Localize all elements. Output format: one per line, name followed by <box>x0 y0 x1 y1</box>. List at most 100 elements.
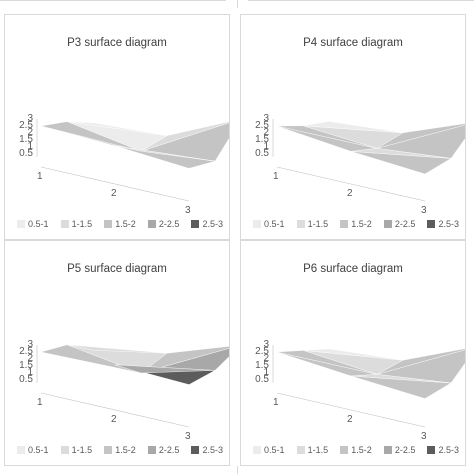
legend-swatch <box>383 220 392 228</box>
legend-label: 2.5-3 <box>202 219 223 229</box>
z-tick-label: 2.5 <box>19 346 33 357</box>
legend-swatch <box>427 446 436 454</box>
legend: 0.5-1 1-1.5 1.5-2 2-2.5 2.5-3 <box>17 219 223 229</box>
z-tick-label: 2.5 <box>19 120 33 131</box>
legend-item: 1-1.5 <box>296 219 328 229</box>
chart-panel-p6: P6 surface diagram 0.5 1 1.5 2 2.5 3 1 2 3 0.5-1 1-… <box>240 240 466 466</box>
x-tick-label: 1 <box>37 397 43 408</box>
surface-facet-5 <box>40 344 142 374</box>
surface-facet-1 <box>66 121 168 136</box>
x-tick-label: 3 <box>421 205 427 216</box>
legend-item: 2-2.5 <box>383 445 416 455</box>
top-edge-right <box>248 0 474 1</box>
x-tick-label: 1 <box>273 397 279 408</box>
x-tick-label: 1 <box>273 171 279 182</box>
surface-plot <box>272 119 465 202</box>
x-tick-label: 2 <box>347 188 353 199</box>
legend-item: 0.5-1 <box>253 445 285 455</box>
x-axis-line <box>40 392 190 428</box>
legend-item: 2.5-3 <box>191 445 223 455</box>
x-axis-line <box>40 166 190 202</box>
legend-swatch <box>253 220 261 228</box>
legend-label: 2-2.5 <box>394 219 416 229</box>
z-tick-label: 0.5 <box>19 148 33 159</box>
chart-title: P5 surface diagram <box>67 263 167 275</box>
legend-item: 1-1.5 <box>296 445 329 455</box>
chart-panel-p3: P3 surface diagram 0.5 1 1.5 2 2.5 3 1 2 3 0.5-1 1-… <box>4 14 230 240</box>
z-tick-label: 2.5 <box>255 120 269 131</box>
surface-plot <box>36 119 229 202</box>
legend-swatch <box>104 220 113 228</box>
legend-label: 0.5-1 <box>264 445 285 455</box>
chart-title: P3 surface diagram <box>67 37 167 49</box>
legend-swatch <box>147 446 156 454</box>
z-tick-label: 2 <box>263 127 269 138</box>
legend-item: 1-1.5 <box>60 219 93 229</box>
legend-swatch <box>340 220 349 228</box>
legend-swatch <box>104 446 113 454</box>
surface-facet-7 <box>350 374 452 384</box>
legend-item: 0.5-1 <box>17 445 49 455</box>
legend: 0.5-1 1-1.5 1.5-2 2-2.5 2.5-3 <box>253 219 459 229</box>
legend-item: 1.5-2 <box>104 445 136 455</box>
legend-label: 2.5-3 <box>202 445 223 455</box>
legend-swatch <box>383 446 392 454</box>
z-tick-label: 1 <box>263 367 269 378</box>
legend-swatch <box>191 220 200 228</box>
x-axis-line <box>276 392 426 428</box>
legend-label: 2-2.5 <box>158 445 180 455</box>
z-tick-label: 1 <box>27 367 33 378</box>
x-tick-label: 2 <box>111 188 117 199</box>
z-tick-label: 3 <box>27 113 33 124</box>
x-tick-label: 3 <box>185 431 191 442</box>
legend-swatch <box>17 220 25 228</box>
legend-label: 2-2.5 <box>394 445 416 455</box>
legend-label: 0.5-1 <box>264 219 285 229</box>
legend-swatch <box>191 446 200 454</box>
surface-facet-1 <box>302 121 404 133</box>
chart-title: P6 surface diagram <box>303 263 403 275</box>
surface-facet-5 <box>276 125 378 149</box>
z-tick-label: 2 <box>27 353 33 364</box>
surface-facet-3 <box>140 121 229 152</box>
legend-label: 1-1.5 <box>71 219 93 229</box>
legend-item: 1.5-2 <box>340 219 372 229</box>
z-tick-label: 1.5 <box>19 360 33 371</box>
legend-label: 2-2.5 <box>158 219 180 229</box>
legend-label: 0.5-1 <box>28 445 49 455</box>
legend: 0.5-1 1-1.5 1.5-2 2-2.5 2.5-3 <box>253 445 459 455</box>
legend-label: 2.5-3 <box>438 219 459 229</box>
z-tick-label: 1 <box>27 141 33 152</box>
z-tick-label: 1.5 <box>255 360 269 371</box>
z-tick-label: 2 <box>27 127 33 138</box>
legend: 0.5-1 1-1.5 1.5-2 2-2.5 2.5-3 <box>17 445 223 455</box>
x-tick-label: 2 <box>347 414 353 425</box>
surface-facet-1 <box>66 344 168 354</box>
legend-label: 2.5-3 <box>438 445 459 455</box>
surface-facet-5 <box>276 350 378 375</box>
legend-label: 1-1.5 <box>307 445 329 455</box>
legend-swatch <box>60 446 69 454</box>
legend-item: 2-2.5 <box>383 219 416 229</box>
legend-item: 2.5-3 <box>427 445 459 455</box>
legend-label: 1.5-2 <box>351 219 372 229</box>
legend-label: 0.5-1 <box>28 219 49 229</box>
x-axis-line <box>276 166 426 202</box>
bottom-divider-left <box>237 466 238 474</box>
surface-facet-3 <box>140 346 229 374</box>
x-tick-label: 3 <box>185 205 191 216</box>
legend-label: 1.5-2 <box>115 445 136 455</box>
surface-plot <box>272 345 465 428</box>
x-tick-label: 2 <box>111 414 117 425</box>
z-tick-label: 0.5 <box>19 374 33 385</box>
x-tick-label: 1 <box>37 171 43 182</box>
surface-plot <box>36 344 229 428</box>
legend-item: 2-2.5 <box>147 219 180 229</box>
z-tick-label: 3 <box>27 339 33 350</box>
legend-swatch <box>340 446 349 454</box>
legend-item: 2.5-3 <box>191 219 223 229</box>
legend-swatch <box>17 446 25 454</box>
legend-swatch <box>253 446 261 454</box>
z-tick-label: 1.5 <box>19 134 33 145</box>
